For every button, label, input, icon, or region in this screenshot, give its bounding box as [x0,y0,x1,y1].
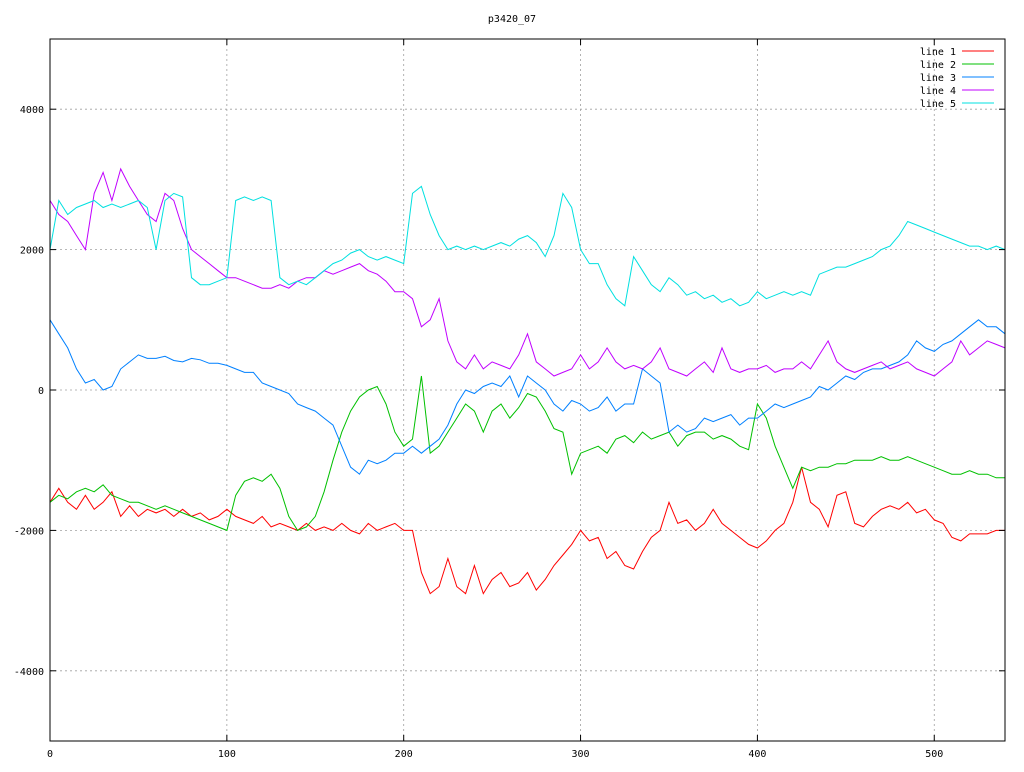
y-tick-label: -2000 [14,526,44,537]
axis-layer: 0 100 200 300 400 500 -4000 -2000 0 2000 4000 [14,39,1005,760]
y-tick-label: 0 [38,386,44,397]
series-line-4 [49,167,1006,377]
legend-label: line 1 [920,47,956,58]
x-tick-label: 0 [47,749,53,760]
x-tick-label: 300 [572,749,590,760]
y-tick-label: 4000 [20,105,44,116]
legend-label: line 2 [920,60,956,71]
legend-label: line 3 [920,73,956,84]
chart-title: p3420_07 [488,14,536,25]
series-line-1 [49,467,1005,595]
x-tick-label: 400 [748,749,766,760]
series-line-2 [49,375,1005,532]
legend-label: line 5 [920,99,956,110]
x-tick-label: 200 [395,749,413,760]
legend-label: line 4 [920,86,956,97]
grid-layer [50,39,1005,741]
series-line-3 [49,319,1006,475]
y-tick-label: -4000 [14,667,44,678]
y-tick-label: 2000 [20,246,44,257]
x-tick-label: 100 [218,749,236,760]
series-layer [49,167,1006,595]
x-tick-label: 500 [925,749,943,760]
legend: line 1 line 2 line 3 line 4 line 5 [920,47,994,110]
series-line-5 [49,185,1006,307]
